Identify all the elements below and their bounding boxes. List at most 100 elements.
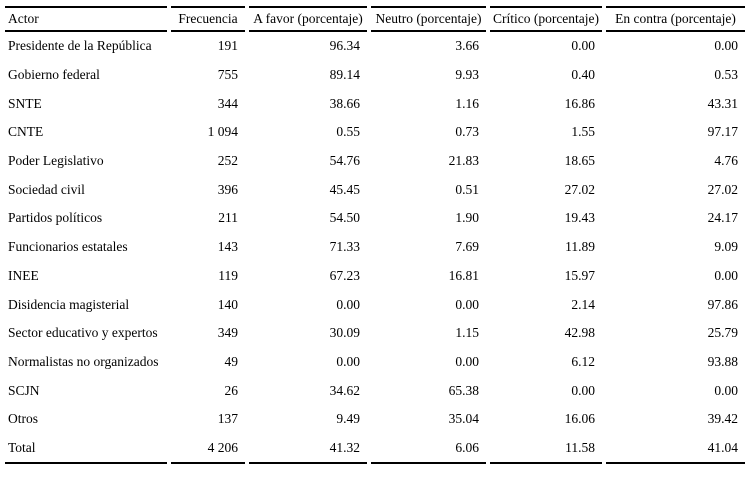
cell-value: 0.00 bbox=[336, 353, 360, 369]
cell-value: 9.49 bbox=[336, 411, 360, 427]
cell-value: 0.00 bbox=[714, 267, 738, 283]
cell-value: 1 094 bbox=[207, 124, 238, 140]
cell-value: 6.12 bbox=[571, 353, 595, 369]
cell-value: 71.33 bbox=[329, 239, 360, 255]
cell-actor: Disidencia magisterial bbox=[8, 296, 130, 312]
cell-value: 15.97 bbox=[564, 267, 595, 283]
cell-value: 16.86 bbox=[564, 95, 595, 111]
table-row: CNTE 1 094 0.55 0.73 1.55 97.17 bbox=[5, 118, 745, 147]
cell-value: 755 bbox=[217, 67, 238, 83]
cell-value: 19.43 bbox=[564, 210, 595, 226]
cell-actor: Partidos políticos bbox=[8, 210, 103, 226]
cell-actor: Poder Legislativo bbox=[8, 153, 104, 169]
column-header-a-favor: A favor (porcentaje) bbox=[249, 6, 367, 32]
cell-value: 11.58 bbox=[490, 434, 602, 465]
cell-value: 0.53 bbox=[714, 67, 738, 83]
cell-actor: Funcionarios estatales bbox=[8, 239, 128, 255]
cell-value: 27.02 bbox=[707, 181, 738, 197]
cell-value: 39.42 bbox=[707, 411, 738, 427]
cell-value: 93.88 bbox=[707, 353, 738, 369]
column-header-critico: Crítico (porcentaje) bbox=[490, 6, 602, 32]
cell-actor: SNTE bbox=[8, 95, 42, 111]
cell-value: 18.65 bbox=[564, 153, 595, 169]
cell-value: 0.00 bbox=[455, 353, 479, 369]
table-row: Disidencia magisterial 140 0.00 0.00 2.14 97.… bbox=[5, 290, 745, 319]
cell-value: 96.34 bbox=[329, 38, 360, 54]
cell-value: 9.93 bbox=[455, 67, 479, 83]
cell-value: 4 206 bbox=[171, 434, 245, 465]
cell-value: 35.04 bbox=[448, 411, 479, 427]
cell-value: 38.66 bbox=[329, 95, 360, 111]
cell-value: 30.09 bbox=[329, 325, 360, 341]
cell-value: 21.83 bbox=[448, 153, 479, 169]
cell-value: 3.66 bbox=[455, 38, 479, 54]
cell-value: 11.89 bbox=[565, 239, 595, 255]
cell-actor: INEE bbox=[8, 267, 39, 283]
table-row: Gobierno federal 755 89.14 9.93 0.40 0.53 bbox=[5, 61, 745, 90]
cell-value: 97.86 bbox=[707, 296, 738, 312]
cell-value: 0.00 bbox=[571, 38, 595, 54]
cell-value: 140 bbox=[217, 296, 238, 312]
cell-value: 42.98 bbox=[564, 325, 595, 341]
cell-value: 143 bbox=[217, 239, 238, 255]
cell-value: 191 bbox=[217, 38, 238, 54]
cell-value: 1.90 bbox=[455, 210, 479, 226]
cell-value: 67.23 bbox=[329, 267, 360, 283]
cell-value: 396 bbox=[217, 181, 238, 197]
cell-actor: CNTE bbox=[8, 124, 44, 140]
table-row: Sector educativo y expertos 349 30.09 1.15 4… bbox=[5, 319, 745, 348]
cell-value: 4.76 bbox=[714, 153, 738, 169]
cell-value: 54.50 bbox=[329, 210, 360, 226]
cell-value: 344 bbox=[217, 95, 238, 111]
cell-actor: Gobierno federal bbox=[8, 67, 100, 83]
cell-value: 0.00 bbox=[714, 38, 738, 54]
cell-value: 1.16 bbox=[455, 95, 479, 111]
cell-actor: Total bbox=[5, 434, 167, 465]
table-row: Normalistas no organizados 49 0.00 0.00 6.12… bbox=[5, 348, 745, 377]
cell-value: 0.73 bbox=[455, 124, 479, 140]
cell-actor: Sector educativo y expertos bbox=[8, 325, 158, 341]
table-row: SCJN 26 34.62 65.38 0.00 0.00 bbox=[5, 376, 745, 405]
cell-value: 137 bbox=[217, 411, 238, 427]
cell-value: 25.79 bbox=[707, 325, 738, 341]
cell-value: 54.76 bbox=[329, 153, 360, 169]
cell-value: 0.00 bbox=[571, 382, 595, 398]
cell-value: 27.02 bbox=[564, 181, 595, 197]
cell-actor: Presidente de la República bbox=[8, 38, 152, 54]
cell-value: 1.55 bbox=[571, 124, 595, 140]
table-row: Sociedad civil 396 45.45 0.51 27.02 27.02 bbox=[5, 175, 745, 204]
cell-value: 97.17 bbox=[707, 124, 738, 140]
cell-value: 9.09 bbox=[714, 239, 738, 255]
cell-actor: SCJN bbox=[8, 382, 40, 398]
cell-value: 24.17 bbox=[707, 210, 738, 226]
cell-actor: Normalistas no organizados bbox=[8, 353, 159, 369]
cell-value: 89.14 bbox=[329, 67, 360, 83]
cell-value: 211 bbox=[218, 210, 238, 226]
table-row: INEE 119 67.23 16.81 15.97 0.00 bbox=[5, 262, 745, 291]
cell-value: 45.45 bbox=[329, 181, 360, 197]
cell-value: 65.38 bbox=[448, 382, 479, 398]
cell-value: 119 bbox=[218, 267, 238, 283]
table-row: SNTE 344 38.66 1.16 16.86 43.31 bbox=[5, 89, 745, 118]
cell-value: 0.55 bbox=[336, 124, 360, 140]
cell-actor: Otros bbox=[8, 411, 38, 427]
cell-value: 0.00 bbox=[336, 296, 360, 312]
header-row: Actor Frecuencia A favor (porcentaje) Ne… bbox=[5, 6, 745, 32]
column-header-frecuencia: Frecuencia bbox=[171, 6, 245, 32]
cell-value: 16.81 bbox=[448, 267, 479, 283]
cell-actor: Sociedad civil bbox=[8, 181, 85, 197]
table-row: Otros 137 9.49 35.04 16.06 39.42 bbox=[5, 405, 745, 434]
cell-value: 6.06 bbox=[371, 434, 486, 465]
table-row: Presidente de la República 191 96.34 3.66 0.… bbox=[5, 32, 745, 61]
cell-value: 41.32 bbox=[249, 434, 367, 465]
cell-value: 252 bbox=[217, 153, 238, 169]
cell-value: 7.69 bbox=[455, 239, 479, 255]
cell-value: 0.40 bbox=[571, 67, 595, 83]
table-row: Partidos políticos 211 54.50 1.90 19.43 24.17 bbox=[5, 204, 745, 233]
cell-value: 0.00 bbox=[455, 296, 479, 312]
table-body: Presidente de la República 191 96.34 3.66 0.… bbox=[5, 32, 745, 465]
cell-value: 0.51 bbox=[455, 181, 479, 197]
cell-value: 49 bbox=[224, 353, 239, 369]
cell-value: 43.31 bbox=[707, 95, 738, 111]
cell-value: 41.04 bbox=[606, 434, 745, 465]
